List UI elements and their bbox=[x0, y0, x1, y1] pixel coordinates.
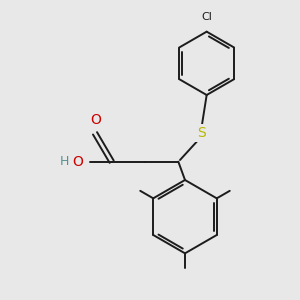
Text: S: S bbox=[197, 126, 206, 140]
Text: O: O bbox=[90, 113, 101, 127]
Text: O: O bbox=[73, 155, 83, 169]
Text: H: H bbox=[60, 155, 69, 168]
Text: Cl: Cl bbox=[201, 12, 212, 22]
